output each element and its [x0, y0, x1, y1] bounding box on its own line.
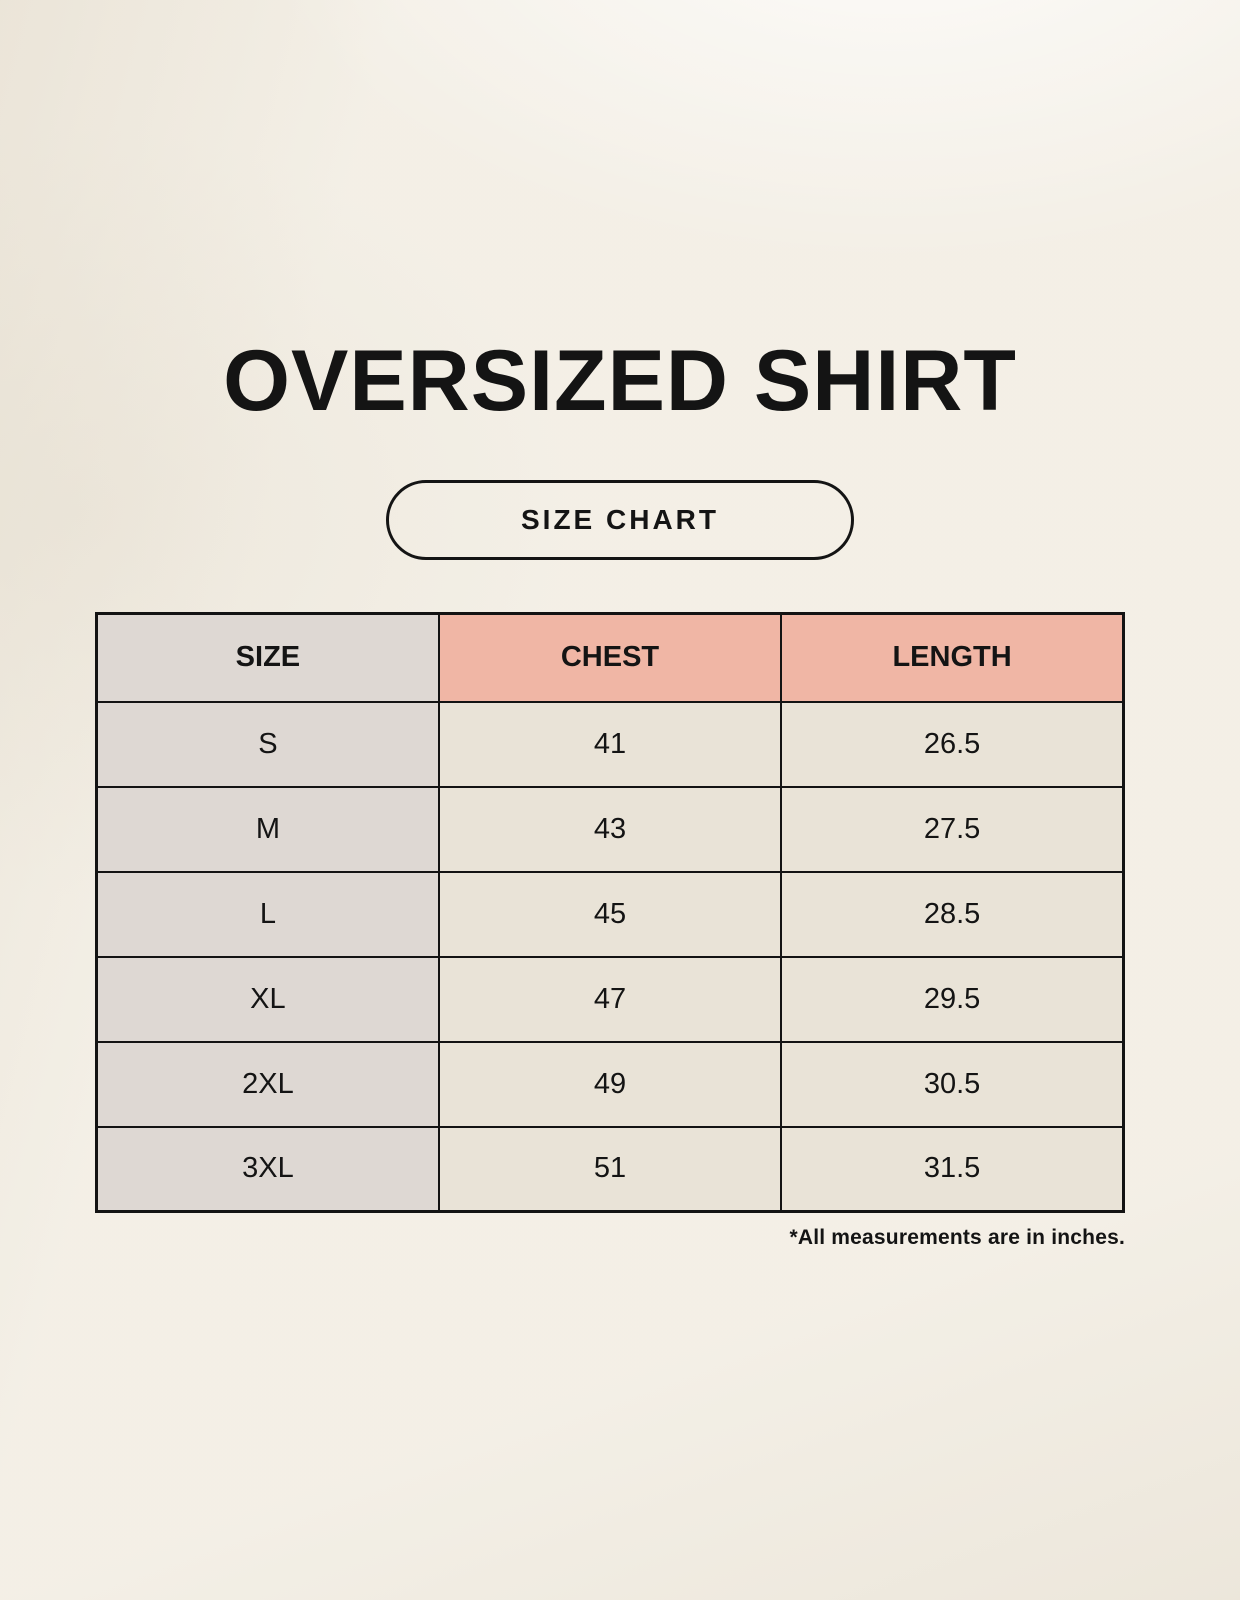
- table-row: 3XL 51 31.5: [95, 1125, 1125, 1213]
- table-row: M 43 27.5: [95, 785, 1125, 873]
- chest-value: 43: [437, 785, 783, 873]
- size-table-header: SIZE CHEST LENGTH: [95, 612, 1125, 703]
- size-table-body: S 41 26.5 M 43 27.5 L 45 28.5 XL 47: [95, 700, 1125, 1213]
- page-title: OVERSIZED SHIRT: [223, 333, 1017, 429]
- size-table-container: SIZE CHEST LENGTH S 41 26.5 M 43 27.5 L: [95, 612, 1125, 1250]
- chest-value: 51: [437, 1125, 783, 1213]
- table-header-chest: CHEST: [437, 612, 783, 703]
- table-row: S 41 26.5: [95, 700, 1125, 788]
- table-header-size: SIZE: [95, 612, 440, 703]
- chest-value: 41: [437, 700, 783, 788]
- length-value: 31.5: [780, 1125, 1125, 1213]
- table-header-length: LENGTH: [780, 612, 1125, 703]
- size-label: M: [95, 785, 440, 873]
- length-value: 30.5: [780, 1040, 1125, 1128]
- chest-value: 49: [437, 1040, 783, 1128]
- length-value: 28.5: [780, 870, 1125, 958]
- size-label: S: [95, 700, 440, 788]
- chest-value: 47: [437, 955, 783, 1043]
- chest-value: 45: [437, 870, 783, 958]
- table-row: XL 47 29.5: [95, 955, 1125, 1043]
- size-chart-badge: SIZE CHART: [386, 480, 854, 560]
- table-row: L 45 28.5: [95, 870, 1125, 958]
- table-row: 2XL 49 30.5: [95, 1040, 1125, 1128]
- size-label: XL: [95, 955, 440, 1043]
- badge-container: SIZE CHART: [0, 424, 1240, 560]
- size-label: L: [95, 870, 440, 958]
- size-chart-page: OVERSIZED SHIRT SIZE CHART SIZE CHEST LE…: [0, 333, 1240, 1250]
- length-value: 26.5: [780, 700, 1125, 788]
- table-header-row: SIZE CHEST LENGTH: [95, 612, 1125, 703]
- size-label: 2XL: [95, 1040, 440, 1128]
- length-value: 27.5: [780, 785, 1125, 873]
- measurements-footnote: *All measurements are in inches.: [789, 1226, 1125, 1249]
- size-table: SIZE CHEST LENGTH S 41 26.5 M 43 27.5 L: [95, 612, 1125, 1213]
- length-value: 29.5: [780, 955, 1125, 1043]
- size-label: 3XL: [95, 1125, 440, 1213]
